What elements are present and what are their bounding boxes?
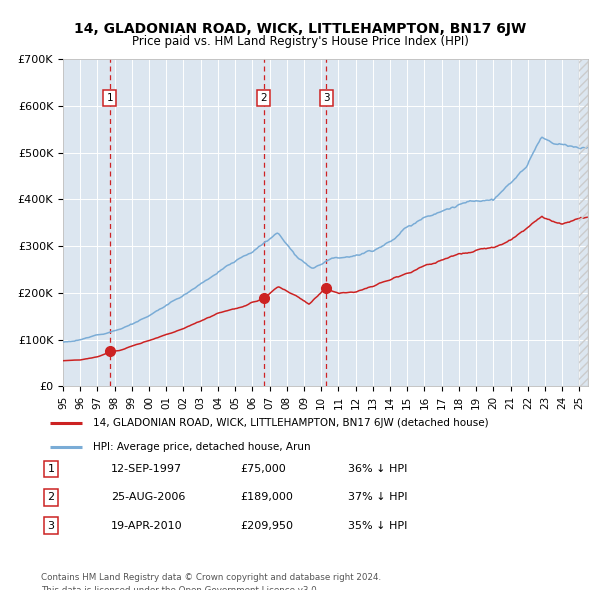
Text: 3: 3 — [47, 521, 55, 530]
Text: 19-APR-2010: 19-APR-2010 — [111, 521, 182, 530]
Text: £75,000: £75,000 — [240, 464, 286, 474]
Text: 1: 1 — [47, 464, 55, 474]
Text: 35% ↓ HPI: 35% ↓ HPI — [348, 521, 407, 530]
Text: 14, GLADONIAN ROAD, WICK, LITTLEHAMPTON, BN17 6JW: 14, GLADONIAN ROAD, WICK, LITTLEHAMPTON,… — [74, 22, 526, 37]
Text: 3: 3 — [323, 93, 329, 103]
Text: £209,950: £209,950 — [240, 521, 293, 530]
Text: 37% ↓ HPI: 37% ↓ HPI — [348, 493, 407, 502]
Text: 2: 2 — [260, 93, 267, 103]
Text: 12-SEP-1997: 12-SEP-1997 — [111, 464, 182, 474]
Text: £189,000: £189,000 — [240, 493, 293, 502]
Text: 36% ↓ HPI: 36% ↓ HPI — [348, 464, 407, 474]
Text: HPI: Average price, detached house, Arun: HPI: Average price, detached house, Arun — [94, 442, 311, 453]
Text: Contains HM Land Registry data © Crown copyright and database right 2024.
This d: Contains HM Land Registry data © Crown c… — [41, 573, 381, 590]
Text: 1: 1 — [106, 93, 113, 103]
Text: 2: 2 — [47, 493, 55, 502]
Text: Price paid vs. HM Land Registry's House Price Index (HPI): Price paid vs. HM Land Registry's House … — [131, 35, 469, 48]
Text: 25-AUG-2006: 25-AUG-2006 — [111, 493, 185, 502]
Text: 14, GLADONIAN ROAD, WICK, LITTLEHAMPTON, BN17 6JW (detached house): 14, GLADONIAN ROAD, WICK, LITTLEHAMPTON,… — [94, 418, 489, 428]
